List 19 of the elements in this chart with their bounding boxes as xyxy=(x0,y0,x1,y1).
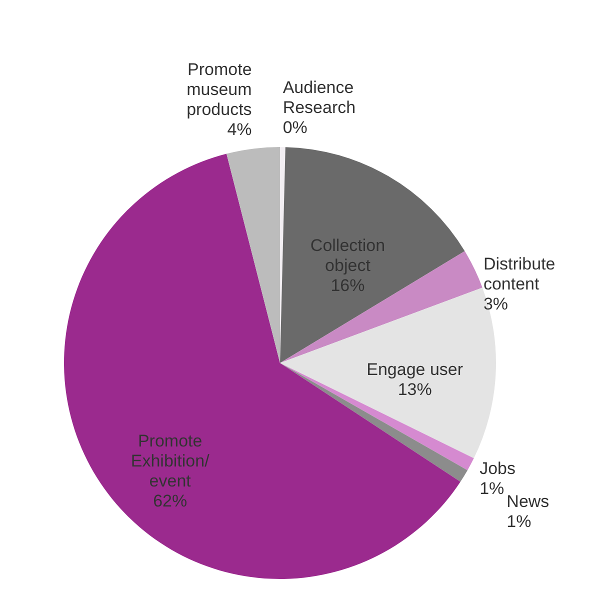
slice-label: Distribute content xyxy=(483,254,556,294)
pie-slice xyxy=(280,251,482,363)
slice-label: Promote Exhibition/ event xyxy=(130,431,210,490)
pie-slice xyxy=(280,147,465,363)
data-label: 62% xyxy=(153,491,188,510)
data-label: 0% xyxy=(282,118,308,138)
data-label: 3% xyxy=(483,294,508,314)
pie-slice xyxy=(226,147,280,363)
slice-label: Audience Research xyxy=(282,78,356,118)
data-label: 1% xyxy=(506,512,532,532)
slice-label: Promote museum products xyxy=(186,60,252,119)
slice-label: Collection object xyxy=(310,236,386,276)
data-label: 13% xyxy=(398,380,432,399)
data-label: 16% xyxy=(330,276,365,296)
slice-label: Engage user xyxy=(366,360,464,379)
data-label: 4% xyxy=(227,120,252,139)
data-label: 1% xyxy=(480,478,504,498)
slice-label: News xyxy=(506,492,550,512)
slice-label: Jobs xyxy=(480,458,516,478)
